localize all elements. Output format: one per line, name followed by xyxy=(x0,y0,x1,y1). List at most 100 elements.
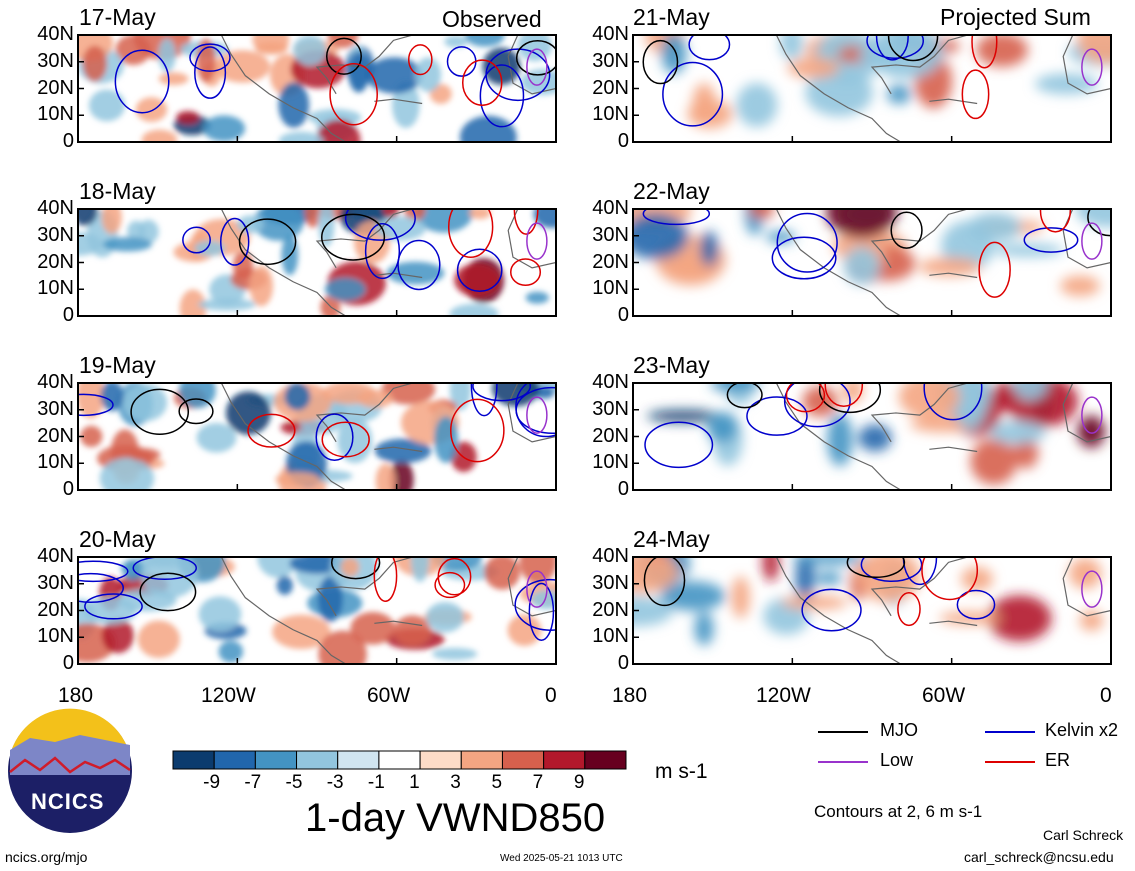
anomaly-blob xyxy=(304,209,321,228)
anomaly-blob xyxy=(967,212,1022,242)
x-tick-label: 180 xyxy=(58,684,94,707)
y-tick-label: 20N xyxy=(37,598,74,621)
anomaly-blob xyxy=(276,575,293,595)
y-tick-label: 30N xyxy=(592,223,629,246)
mjo-contour xyxy=(330,557,381,580)
coastline xyxy=(220,383,556,490)
anomaly-blob xyxy=(858,424,892,452)
anomaly-blob xyxy=(158,72,189,86)
anomaly-field xyxy=(646,383,1106,485)
anomaly-blob xyxy=(176,110,200,125)
low-contour xyxy=(1081,222,1103,260)
anomaly-blob xyxy=(842,383,864,403)
anomaly-blob xyxy=(780,35,804,60)
er-contour xyxy=(321,421,370,458)
colorbar-segment xyxy=(296,750,339,770)
mjo-contour xyxy=(643,557,686,607)
mjo-contour xyxy=(139,572,197,612)
y-tick-label: 0 xyxy=(62,478,74,500)
low-contour xyxy=(1081,570,1103,608)
er-contour xyxy=(434,571,466,599)
y-tick-label: 40N xyxy=(37,545,74,567)
anomaly-blob xyxy=(278,131,324,142)
anomaly-blob xyxy=(316,119,361,142)
anomaly-blob xyxy=(414,209,474,233)
anomaly-blob xyxy=(736,83,778,128)
kelvin-contour xyxy=(470,383,498,417)
colorbar-segment xyxy=(213,750,256,770)
anomaly-blob xyxy=(1013,436,1039,469)
anomaly-blob xyxy=(375,463,396,490)
anomaly-blob xyxy=(410,557,430,583)
y-tick-label: 0 xyxy=(617,478,629,500)
anomaly-blob xyxy=(196,38,216,83)
kelvin-contour xyxy=(84,593,143,620)
map-panel xyxy=(632,34,1112,143)
low-contour xyxy=(1081,48,1103,86)
mjo-contour xyxy=(846,557,906,579)
anomaly-blob xyxy=(700,230,719,267)
anomaly-blob xyxy=(1035,73,1099,95)
low-contour xyxy=(526,222,548,260)
kelvin-contour xyxy=(114,49,170,114)
anomaly-blob xyxy=(324,278,366,301)
anomaly-blob xyxy=(78,209,98,226)
footer-email: carl_schreck@ncsu.edu xyxy=(964,849,1114,865)
anomaly-blob xyxy=(519,557,556,584)
anomaly-field xyxy=(78,557,556,664)
y-tick-label: 40N xyxy=(592,545,629,567)
anomaly-blob xyxy=(122,383,168,422)
kelvin-contour xyxy=(956,589,996,620)
kelvin-contour xyxy=(344,209,416,241)
colorbar-segment xyxy=(501,750,545,770)
kelvin-contour xyxy=(189,43,231,72)
anomaly-blob xyxy=(459,115,517,142)
anomaly-blob xyxy=(129,448,161,462)
colorbar-label: -9 xyxy=(203,772,221,793)
y-tick-label: 20N xyxy=(37,424,74,447)
anomaly-blob xyxy=(661,35,687,74)
anomaly-blob xyxy=(507,614,542,646)
anomaly-blob xyxy=(374,438,432,464)
anomaly-blob xyxy=(444,35,468,48)
low-contour xyxy=(526,396,548,434)
y-tick-label: 10N xyxy=(592,625,629,648)
panel-date: 24-May xyxy=(633,526,710,552)
anomaly-blob xyxy=(78,383,105,419)
kelvin-contour xyxy=(662,61,724,127)
y-tick-label: 10N xyxy=(592,103,629,126)
y-tick-label: 40N xyxy=(37,371,74,393)
footer-timestamp: Wed 2025-05-21 1013 UTC xyxy=(500,853,623,864)
kelvin-contour xyxy=(78,393,114,417)
anomaly-blob xyxy=(787,57,840,79)
anomaly-blob xyxy=(158,38,176,73)
anomaly-blob xyxy=(692,83,716,121)
kelvin-contour xyxy=(456,248,503,293)
logo-text: NCICS xyxy=(31,789,105,814)
anomaly-blob xyxy=(694,611,714,646)
kelvin-contour xyxy=(688,35,731,61)
y-tick-label: 30N xyxy=(592,397,629,420)
er-contour xyxy=(461,59,503,107)
colorbar-segment xyxy=(584,750,627,770)
kelvin-contour xyxy=(479,64,525,128)
colorbar-label: 5 xyxy=(491,772,503,793)
kelvin-contour xyxy=(78,560,129,583)
anomaly-blob xyxy=(525,291,549,304)
er-contour xyxy=(971,35,998,69)
anomaly-blob xyxy=(340,557,360,577)
anomaly-blob xyxy=(100,383,124,412)
anomaly-blob xyxy=(706,411,738,443)
kelvin-contour xyxy=(746,396,808,436)
colorbar-segment xyxy=(419,750,462,770)
anomaly-blob xyxy=(292,35,327,66)
y-tick-label: 0 xyxy=(62,652,74,674)
mjo-contour xyxy=(515,40,556,76)
anomaly-blob xyxy=(198,596,242,632)
y-tick-label: 20N xyxy=(592,76,629,99)
anomaly-blob xyxy=(815,571,843,585)
anomaly-blob xyxy=(202,115,246,142)
anomaly-blob xyxy=(284,383,311,411)
kelvin-contour xyxy=(528,582,555,641)
y-tick-label: 30N xyxy=(592,571,629,594)
